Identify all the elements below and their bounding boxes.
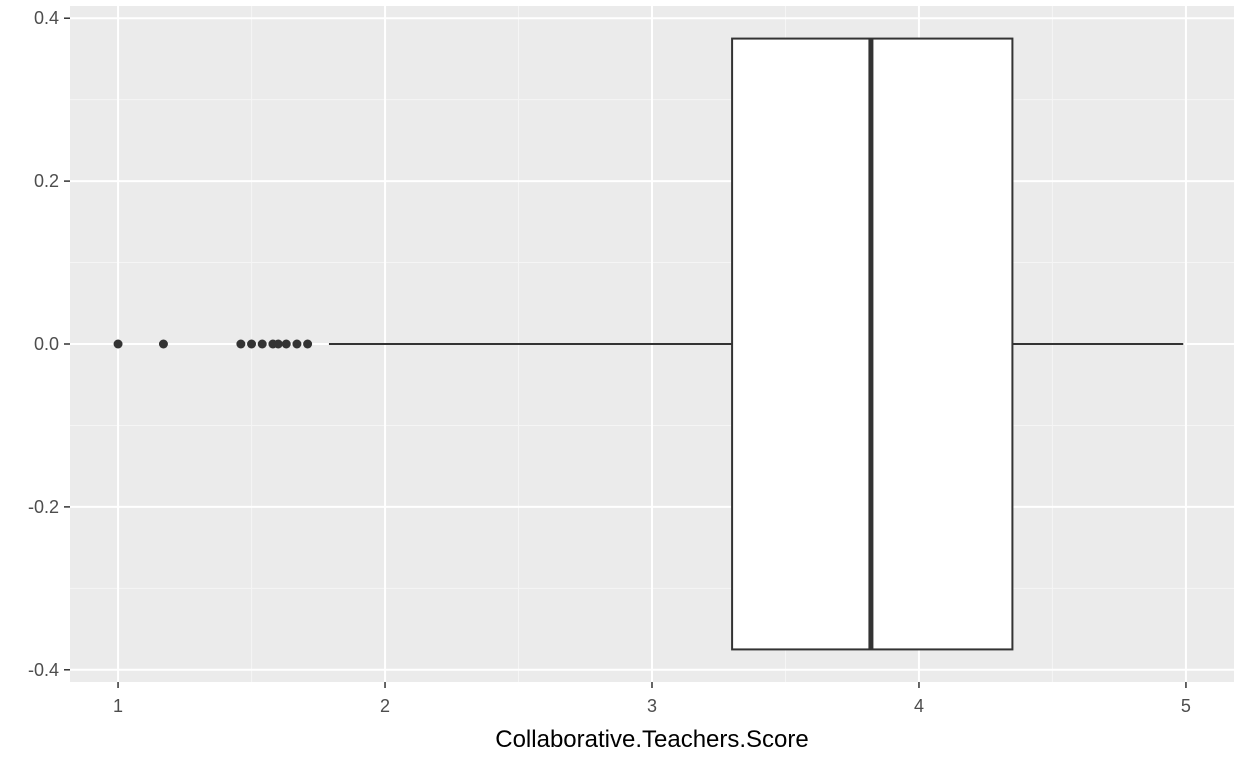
outlier-point (247, 339, 257, 349)
outlier-point (158, 339, 168, 349)
outlier-point (113, 339, 123, 349)
y-tick-label: 0.4 (34, 8, 59, 28)
x-tick-label: 2 (380, 696, 390, 716)
x-axis: 1 2 3 4 5 (113, 682, 1191, 716)
boxplot (328, 37, 1184, 651)
y-axis: -0.4 -0.2 0.0 0.2 0.4 (28, 8, 70, 680)
outlier-point (292, 339, 302, 349)
y-tick-label: -0.4 (28, 660, 59, 680)
y-tick-label: -0.2 (28, 497, 59, 517)
x-axis-title: Collaborative.Teachers.Score (495, 726, 809, 753)
outlier-point (257, 339, 267, 349)
outlier-point (303, 339, 313, 349)
x-tick-label: 5 (1181, 696, 1191, 716)
x-tick-label: 4 (914, 696, 924, 716)
x-tick-label: 1 (113, 696, 123, 716)
x-tick-label: 3 (647, 696, 657, 716)
y-tick-label: 0.0 (34, 334, 59, 354)
outlier-points (113, 339, 313, 349)
outlier-point (273, 339, 283, 349)
outlier-point (236, 339, 246, 349)
y-tick-label: 0.2 (34, 171, 59, 191)
outlier-point (281, 339, 291, 349)
